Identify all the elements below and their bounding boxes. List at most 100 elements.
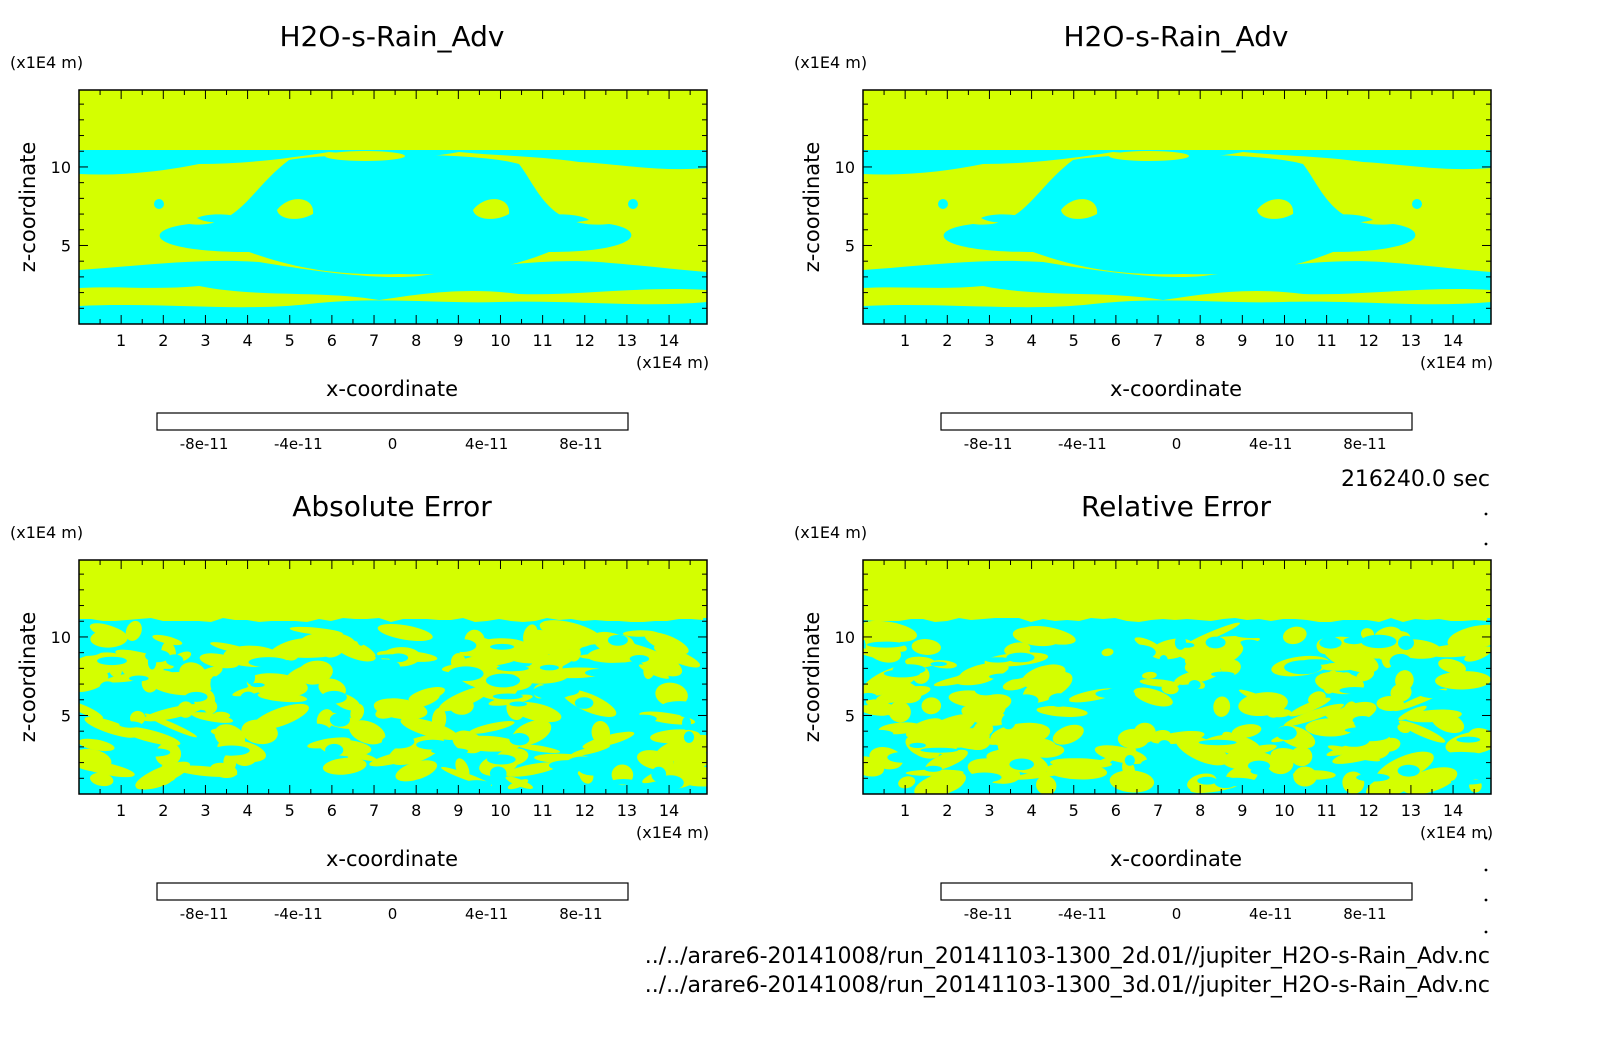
field-cyan-region [1323,214,1373,223]
field-cyan-region [1158,740,1171,752]
field-cyan-region [154,199,164,209]
x-tick-label: 3 [984,801,994,820]
field-yellow-region [395,760,438,782]
colorbar-tick-label: 0 [388,905,398,923]
field-cyan-region [539,664,559,671]
field-cyan-region [1389,653,1412,670]
field-yellow-region [325,151,405,161]
field-cyan-region [863,729,894,738]
x-tick-label: 2 [158,801,168,820]
colorbar: -8e-11 -4e-11 0 4e-11 8e-11 [940,882,1413,923]
field-cyan-region [863,260,1491,300]
field-yellow-region [79,760,135,778]
field-cyan-region [629,714,657,723]
colorbar-tick-label: -8e-11 [180,905,229,923]
field-cyan-region [683,731,695,743]
field-yellow-region [1398,720,1446,743]
field-yellow-region [1464,646,1491,662]
field-yellow-region [931,728,990,748]
x-tick-label: 13 [1401,331,1421,350]
field-yellow-region [90,772,114,787]
field-cyan-region [574,697,594,709]
field-yellow-region [1257,199,1294,219]
x-tick-label: 2 [942,331,952,350]
y-unit-label: (x1E4 m) [10,523,83,542]
field-cyan-region [278,739,302,750]
chart-panel-3: Absolute Error(x1E4 m)1 2 3 4 5 6 7 8 9 10 11 12 13 1… [10,490,709,923]
field-cyan-region [1360,634,1397,649]
field-cyan-region [680,712,707,719]
field-yellow-region [252,703,309,731]
field-yellow-region [210,762,238,779]
field-cyan-region [79,645,103,656]
x-tick-label: 9 [453,331,463,350]
x-tick-label: 2 [942,801,952,820]
field-yellow-region [877,678,922,704]
colorbar-tick-label: -4e-11 [274,435,323,453]
x-tick-label: 9 [453,801,463,820]
y-axis-label: z-coordinate [800,142,824,273]
field-cyan-region [532,684,572,700]
x-tick-label: 4 [1026,331,1036,350]
x-axis-label: x-coordinate [1110,377,1242,401]
dot-marker [1484,512,1488,516]
field-cyan-region [967,772,1002,783]
field-cyan-region [240,691,257,705]
field-yellow-region [1116,747,1137,757]
x-tick-label: 1 [116,801,126,820]
x-tick-label: 14 [659,801,679,820]
field-yellow-region [1402,767,1458,794]
field-yellow-region [1109,770,1155,793]
colorbar-tick-label: 4e-11 [1249,905,1292,923]
x-tick-label: 11 [1316,801,1336,820]
field-cyan-region [79,150,707,175]
field-cyan-region [578,763,611,776]
field-cyan-region [159,154,632,275]
colorbar-tick-label: -4e-11 [1058,905,1107,923]
x-tick-label: 13 [617,801,637,820]
plot-frame [862,89,1492,325]
field-cyan-region [682,716,691,731]
field-cyan-region [360,773,387,785]
x-tick-label: 3 [984,331,994,350]
x-tick-label: 8 [411,331,421,350]
x-axis-label: x-coordinate [326,377,458,401]
dot-marker [1484,542,1488,546]
field-yellow-region [1139,679,1180,687]
field-cyan-region [1442,751,1480,757]
field-yellow-region [1149,729,1171,744]
plot-frame [862,559,1492,795]
field-cyan-region [135,692,154,703]
x-unit-label: (x1E4 m) [1420,353,1493,372]
field-yellow-region [1050,758,1112,769]
field-cyan-region [393,671,417,685]
field-yellow-region [373,698,428,720]
field-cyan-region [1205,636,1226,649]
chart-title: H2O-s-Rain_Adv [279,20,504,53]
field-yellow-region [1036,775,1057,794]
field-cyan-region [99,681,116,694]
plot-frame [78,559,708,795]
field-cyan-region [197,214,247,223]
field-cyan-region [1214,776,1237,789]
field-yellow-region [210,642,256,655]
field-yellow-region [919,714,976,745]
y-tick-label: 5 [61,236,71,255]
x-tick-label: 7 [369,331,379,350]
x-tick-label: 12 [575,801,595,820]
field-cyan-region [486,754,516,765]
x-tick-label: 2 [158,331,168,350]
field-cyan-region [1048,693,1070,707]
y-unit-label: (x1E4 m) [10,53,83,72]
x-axis-label: x-coordinate [1110,847,1242,871]
field-cyan-region [448,639,477,652]
field-cyan-region [1398,635,1414,651]
field-cyan-region [1124,755,1135,766]
field-yellow-region [530,628,579,655]
x-tick-label: 4 [242,801,252,820]
field-yellow-region [517,743,561,754]
field-cyan-region [1397,764,1420,777]
chart-title: Absolute Error [292,490,492,523]
field-cyan-region [304,778,320,793]
